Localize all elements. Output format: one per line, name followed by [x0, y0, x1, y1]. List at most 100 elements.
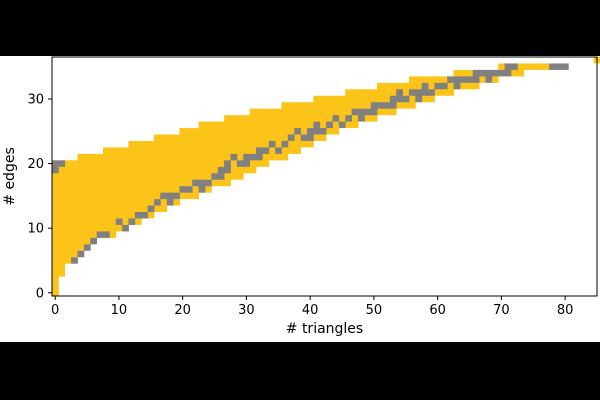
yellow-cell	[109, 147, 117, 238]
gray-cell	[224, 160, 231, 174]
yellow-cell	[147, 140, 155, 219]
yellow-cell	[536, 63, 544, 70]
gray-cell	[479, 69, 486, 77]
x-tick-label: 40	[302, 303, 319, 318]
yellow-cell	[71, 160, 78, 258]
gray-cell	[230, 153, 238, 161]
yellow-cell	[160, 134, 168, 213]
gray-cell	[122, 224, 129, 232]
gray-cell	[236, 160, 244, 167]
gray-cell	[179, 186, 187, 193]
yellow-cell	[115, 147, 123, 232]
yellow-cell	[64, 160, 72, 264]
yellow-cell	[338, 95, 346, 129]
yellow-cell	[345, 89, 352, 129]
yellow-cell	[402, 82, 410, 109]
gray-cell	[415, 89, 423, 103]
y-axis-title: # edges	[2, 147, 18, 205]
gray-cell	[287, 134, 295, 141]
yellow-cell	[275, 108, 282, 161]
gray-cell	[408, 89, 416, 96]
gray-cell	[345, 115, 352, 122]
yellow-cell	[52, 160, 59, 296]
yellow-cell	[357, 89, 365, 122]
gray-cell	[428, 89, 435, 96]
gray-cell	[338, 121, 346, 129]
gray-cell	[549, 63, 556, 70]
yellow-cell	[287, 102, 295, 154]
gray-cell	[173, 192, 180, 200]
yellow-cell	[313, 95, 321, 141]
gray-cell	[402, 95, 410, 103]
gray-cell	[211, 173, 219, 180]
yellow-cell	[326, 95, 333, 135]
x-tick-label: 50	[366, 303, 383, 318]
gray-cell	[134, 212, 142, 219]
x-tick-label: 10	[111, 303, 128, 318]
yellow-cell	[523, 63, 531, 70]
yellow-cell	[198, 121, 206, 193]
gray-cell	[166, 192, 174, 206]
gray-cell	[249, 153, 257, 161]
gray-cell	[498, 69, 505, 77]
heatmap-chart: 0 10 20 30 40 50 60 70 80 0 10 20 30 # triangles # e…	[2, 56, 600, 337]
gray-cell	[153, 199, 161, 206]
gray-cell	[115, 218, 123, 225]
yellow-cell	[96, 153, 104, 238]
gray-cell	[58, 160, 66, 167]
gray-cell	[453, 76, 461, 90]
yellow-cell	[102, 147, 110, 238]
gray-cell	[555, 63, 563, 70]
yellow-cell	[83, 153, 91, 245]
gray-cell	[243, 153, 250, 167]
plot-frame	[51, 56, 598, 297]
yellow-cell	[447, 76, 454, 96]
x-tick-label: 20	[174, 303, 191, 318]
gray-cell	[96, 231, 104, 238]
yellow-cell	[217, 121, 225, 187]
chart-figure: 0 10 20 30 40 50 60 70 80 0 10 20 30 # triangles # e…	[0, 56, 600, 342]
yellow-cell	[236, 115, 244, 180]
yellow-cell	[224, 115, 231, 187]
gray-cell	[71, 257, 78, 264]
yellow-cell	[530, 63, 537, 70]
yellow-cell	[319, 95, 327, 141]
yellow-cell	[377, 82, 384, 116]
x-tick-label: 0	[51, 303, 59, 318]
yellow-cell	[383, 82, 391, 116]
gray-cell	[561, 63, 569, 70]
cells-layer	[52, 57, 600, 296]
gray-cell	[357, 108, 365, 122]
yellow-cell	[166, 134, 174, 206]
gray-cell	[383, 102, 391, 109]
y-tick-label: 30	[27, 92, 44, 107]
gray-cell	[447, 76, 454, 83]
y-tick-label: 20	[27, 157, 44, 172]
yellow-cell	[268, 108, 276, 161]
gray-cell	[77, 250, 85, 258]
yellow-cell	[262, 108, 270, 167]
gray-cell	[466, 76, 474, 83]
y-tick-label: 10	[27, 222, 44, 237]
gray-cell	[504, 63, 512, 77]
gray-cell	[262, 147, 270, 154]
gray-cell	[421, 82, 429, 96]
gray-cell	[396, 89, 403, 103]
gray-cell	[351, 108, 359, 116]
gray-cell	[255, 147, 263, 161]
yellow-cell	[185, 128, 193, 200]
gray-cell	[377, 102, 384, 109]
x-tick-label: 60	[429, 303, 446, 318]
gray-cell	[204, 179, 212, 187]
y-tick-label: 0	[36, 286, 44, 301]
yellow-cell	[281, 102, 289, 161]
yellow-cell	[204, 121, 212, 193]
yellow-cell	[306, 102, 314, 148]
gray-cell	[52, 160, 59, 174]
yellow-cell	[300, 102, 308, 148]
gray-cell	[491, 69, 499, 77]
gray-cell	[332, 115, 340, 122]
yellow-cell	[230, 115, 238, 180]
gray-cell	[268, 140, 276, 148]
gray-cell	[319, 128, 327, 135]
